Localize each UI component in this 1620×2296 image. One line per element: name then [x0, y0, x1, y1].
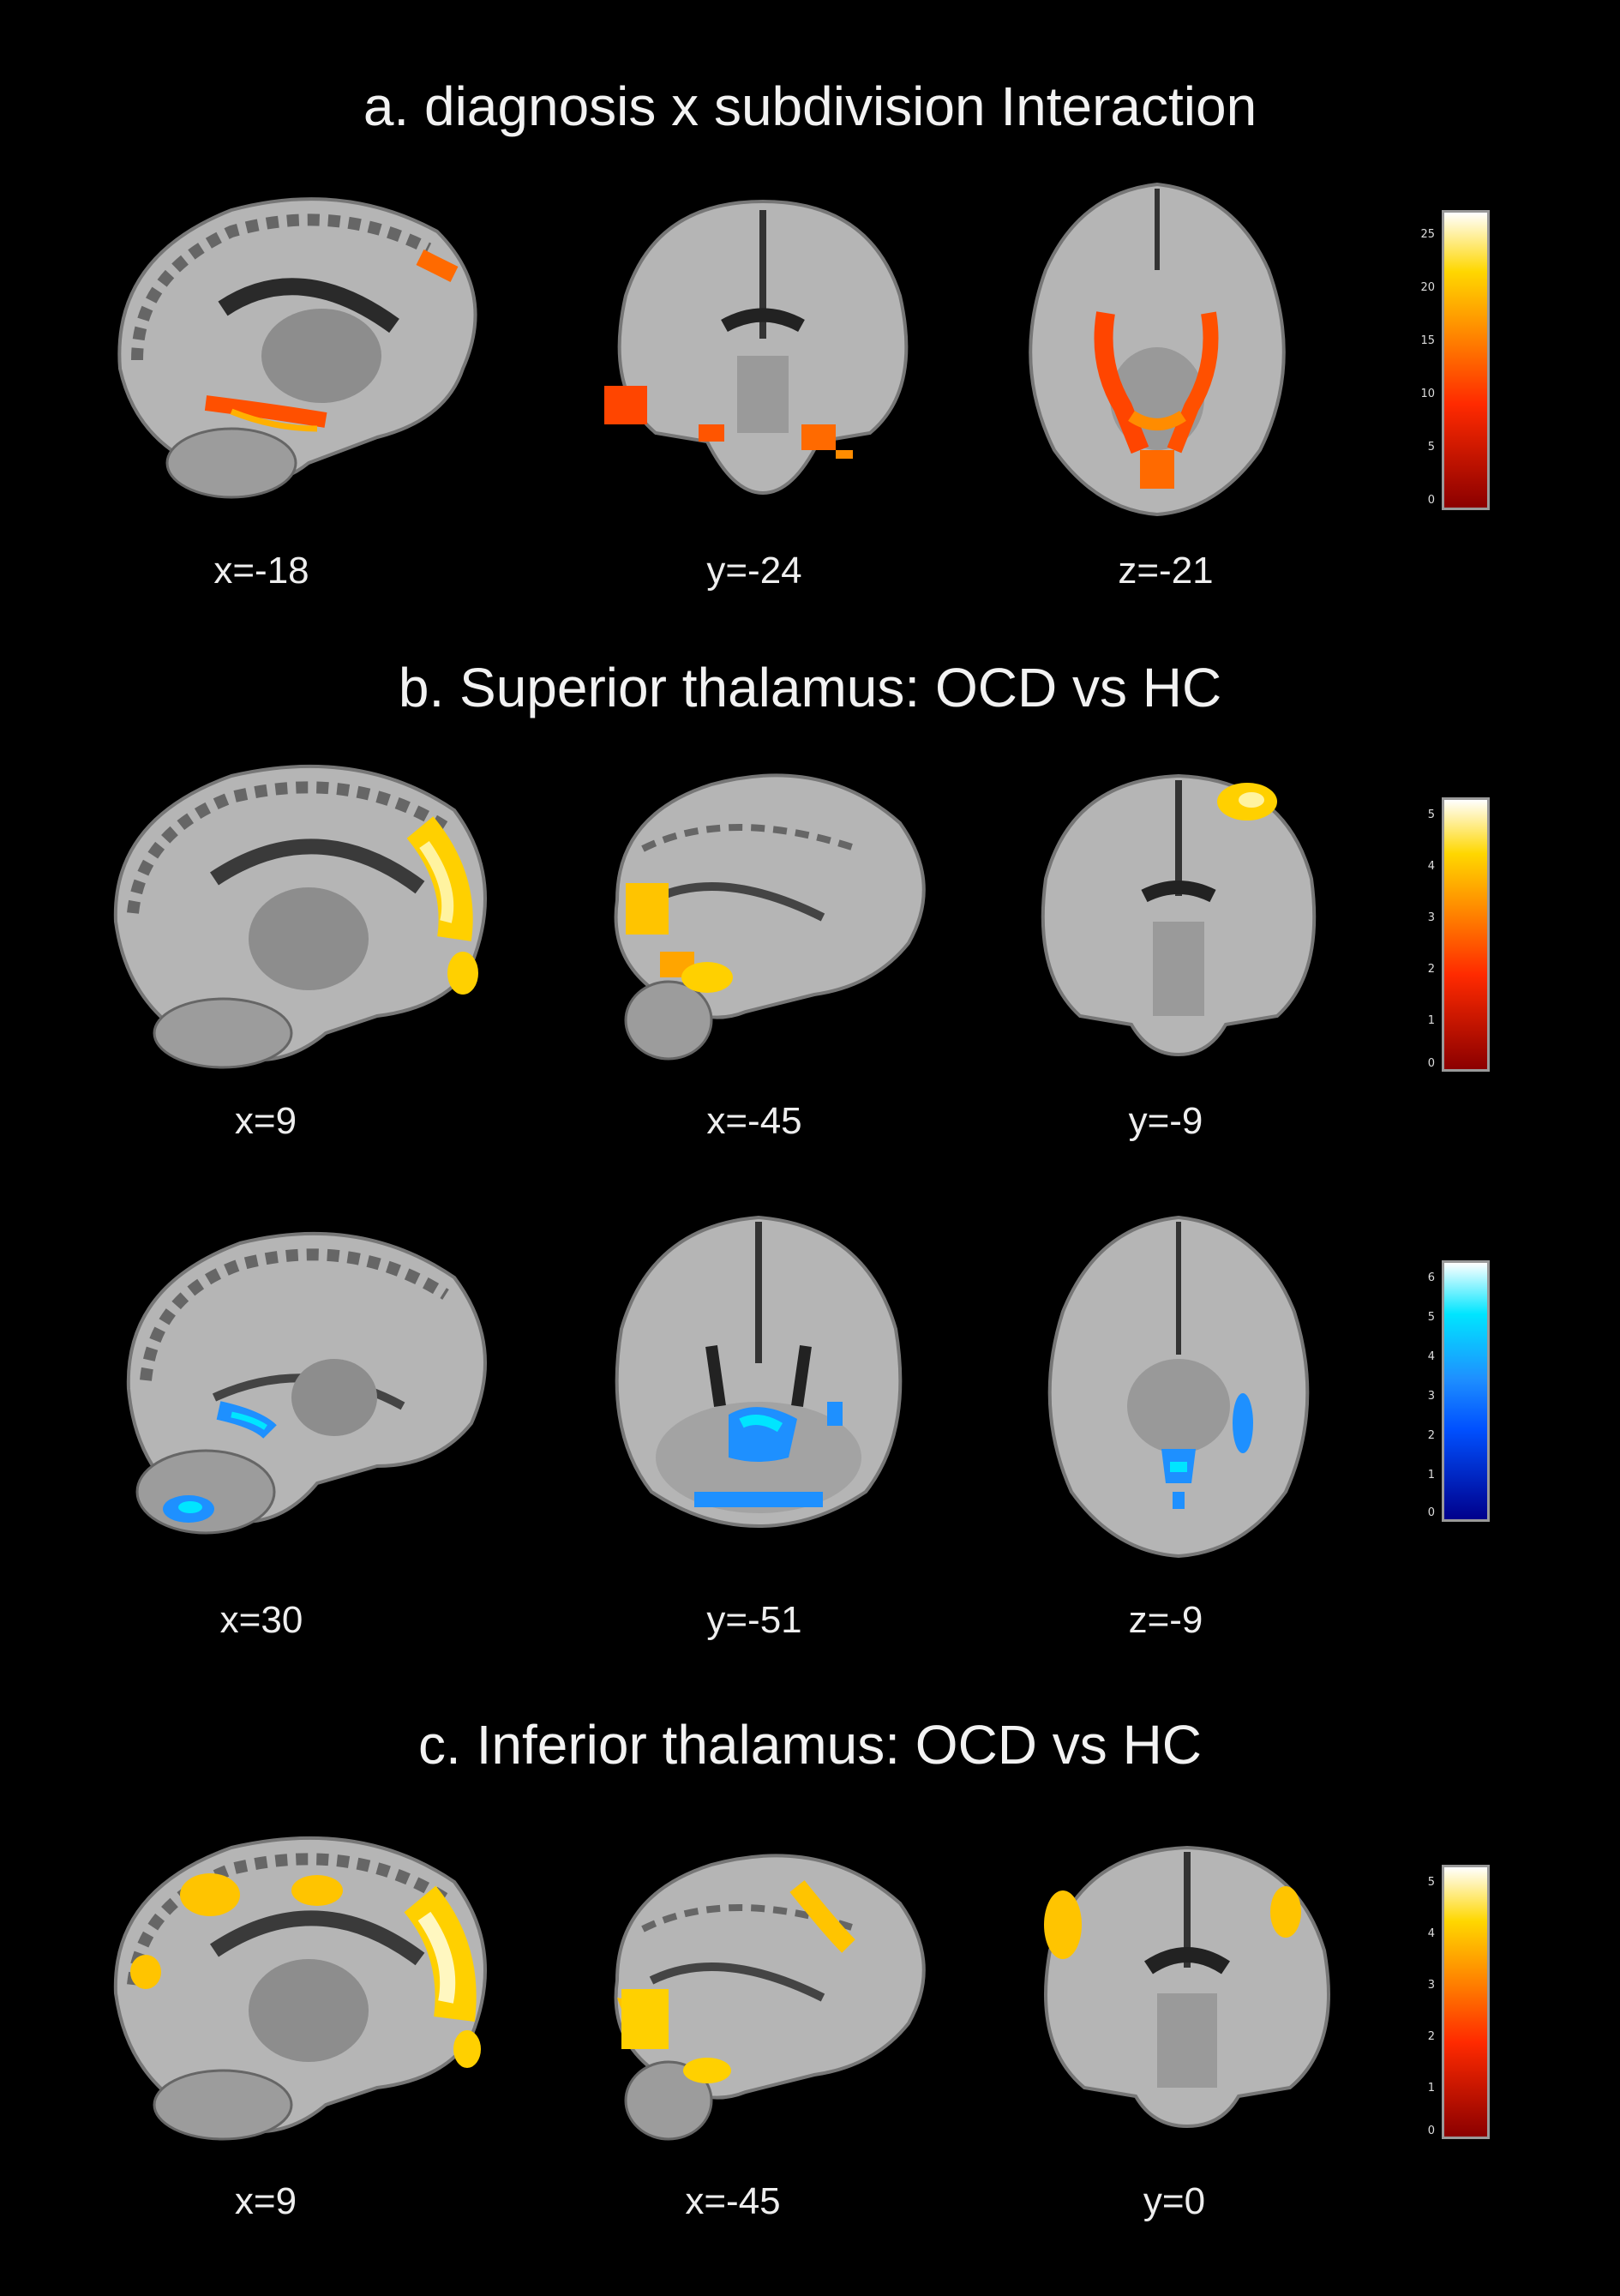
brain-slice-b2-sagittal [126, 1231, 487, 1535]
slice-label-b2-2: y=-51 [706, 1599, 802, 1641]
slice-label-c-2: x=-45 [685, 2180, 781, 2222]
colorbar-c: 5 4 3 2 1 0 [1406, 1865, 1500, 2139]
colorbar-a-tick: 10 [1420, 388, 1435, 400]
brain-slice-b1-sagittal-lateral [614, 773, 926, 1061]
brain-slice-b1-coronal [1041, 773, 1317, 1057]
brain-slice-a-axial [1029, 182, 1286, 517]
colorbar-b2-gradient [1442, 1260, 1490, 1522]
slice-label-b1-3: y=-9 [1128, 1100, 1203, 1142]
section-title-c: c. Inferior thalamus: OCD vs HC [418, 1714, 1202, 1776]
colorbar-b1-tick: 1 [1427, 1014, 1435, 1027]
colorbar-c-tick: 5 [1427, 1876, 1435, 1889]
brain-slice-c-coronal [1044, 1845, 1330, 2129]
slice-label-c-1: x=9 [234, 2180, 297, 2222]
colorbar-b1-tick: 4 [1427, 860, 1435, 873]
slice-label-c-3: y=0 [1143, 2180, 1206, 2222]
colorbar-b1-tick: 0 [1427, 1057, 1435, 1070]
colorbar-b2-tick: 2 [1427, 1429, 1435, 1442]
slice-label-b2-3: z=-9 [1128, 1599, 1203, 1641]
brain-slice-a-coronal [604, 199, 909, 496]
colorbar-c-tick: 1 [1427, 2082, 1435, 2095]
slice-label-a-1: x=-18 [213, 550, 309, 592]
brain-slice-b1-sagittal-medial [113, 764, 487, 1069]
brain-slice-a-sagittal [117, 197, 477, 499]
colorbar-c-tick: 4 [1427, 1927, 1435, 1940]
slice-label-a-2: y=-24 [706, 550, 802, 592]
brain-slice-c-sagittal-lateral [614, 1854, 926, 2141]
colorbar-b1-gradient [1442, 797, 1490, 1072]
colorbar-a-gradient [1442, 210, 1490, 510]
colorbar-a-tick: 0 [1427, 494, 1435, 507]
colorbar-c-tick: 0 [1427, 2125, 1435, 2137]
colorbar-c-tick: 3 [1427, 1979, 1435, 1992]
colorbar-b2: 6 5 4 3 2 1 0 [1406, 1260, 1500, 1522]
colorbar-a-tick: 25 [1420, 228, 1435, 241]
colorbar-b2-tick: 1 [1427, 1469, 1435, 1482]
brain-slice-c-sagittal-medial [113, 1836, 487, 2141]
slice-label-b1-1: x=9 [234, 1100, 297, 1142]
colorbar-b1-tick: 3 [1427, 911, 1435, 924]
brain-slice-b2-axial [1047, 1215, 1310, 1559]
colorbar-b2-tick: 3 [1427, 1390, 1435, 1403]
colorbar-a-tick: 20 [1420, 281, 1435, 294]
slice-label-b1-2: x=-45 [706, 1100, 802, 1142]
colorbar-b1-tick: 2 [1427, 963, 1435, 976]
colorbar-a: 25 20 15 10 5 0 [1406, 210, 1500, 510]
colorbar-c-tick: 2 [1427, 2030, 1435, 2043]
colorbar-b1-tick: 5 [1427, 808, 1435, 821]
brain-slice-b2-coronal [615, 1215, 903, 1529]
colorbar-b1: 5 4 3 2 1 0 [1406, 797, 1500, 1072]
colorbar-b2-tick: 0 [1427, 1506, 1435, 1519]
colorbar-c-gradient [1442, 1865, 1490, 2139]
colorbar-a-tick: 15 [1420, 334, 1435, 347]
section-title-a: a. diagnosis x subdivision Interaction [363, 75, 1257, 137]
slice-label-a-3: z=-21 [1118, 550, 1214, 592]
slice-label-b2-1: x=30 [219, 1599, 303, 1641]
section-title-b: b. Superior thalamus: OCD vs HC [398, 657, 1222, 718]
colorbar-b2-tick: 4 [1427, 1350, 1435, 1363]
colorbar-a-tick: 5 [1427, 441, 1435, 454]
colorbar-b2-tick: 5 [1427, 1311, 1435, 1324]
colorbar-b2-tick: 6 [1427, 1271, 1435, 1284]
